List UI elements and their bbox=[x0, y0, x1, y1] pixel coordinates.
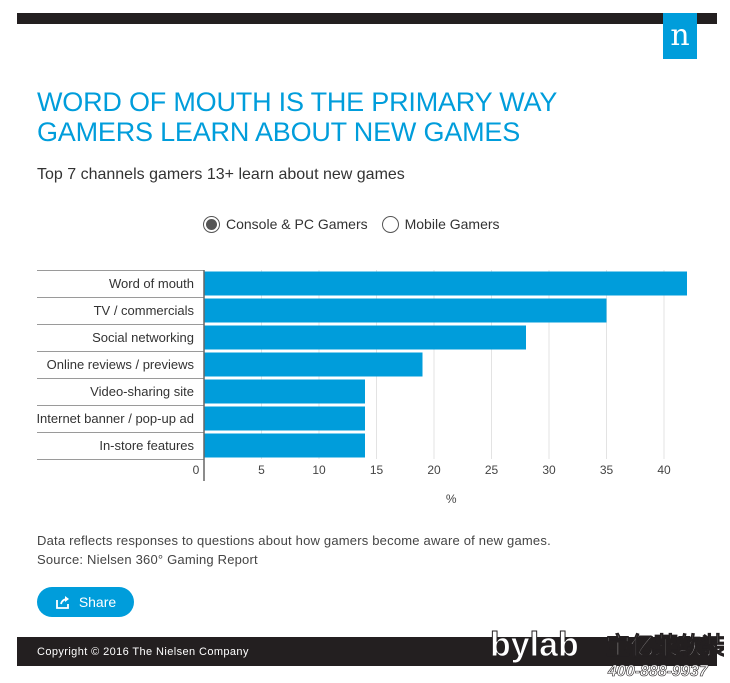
x-tick-label: 25 bbox=[485, 463, 499, 477]
x-tick-label: 15 bbox=[370, 463, 384, 477]
headline-line-1: WORD OF MOUTH IS THE PRIMARY WAY bbox=[37, 87, 558, 117]
category-label: Internet banner / pop-up ad bbox=[36, 411, 194, 426]
footnote: Data reflects responses to questions abo… bbox=[37, 531, 551, 569]
x-tick-label: 10 bbox=[312, 463, 326, 477]
bar bbox=[204, 298, 607, 323]
watermark-phone: 400-888-9937 bbox=[607, 663, 709, 680]
x-tick-label: 0 bbox=[193, 463, 200, 477]
source-line: Source: Nielsen 360° Gaming Report bbox=[37, 552, 258, 567]
chart-subtitle: Top 7 channels gamers 13+ learn about ne… bbox=[37, 166, 405, 183]
nielsen-logo: n bbox=[663, 13, 697, 59]
toggle-console-pc[interactable]: Console & PC Gamers bbox=[203, 215, 368, 233]
top-bar bbox=[17, 13, 717, 24]
category-label: Video-sharing site bbox=[90, 384, 194, 399]
toggle-label-console-pc: Console & PC Gamers bbox=[226, 216, 368, 232]
share-icon bbox=[55, 596, 69, 609]
x-tick-label: 30 bbox=[542, 463, 556, 477]
bar-chart: Word of mouth TV / commercials Social netw… bbox=[36, 270, 687, 506]
toggle-label-mobile: Mobile Gamers bbox=[404, 216, 500, 232]
bar bbox=[204, 406, 365, 431]
category-label: Word of mouth bbox=[109, 276, 194, 291]
watermark-brand: bylab bbox=[490, 626, 579, 664]
watermark-logo: bylab 宝亿莱软装 400-888-9937 bbox=[490, 626, 725, 681]
x-tick-label: 5 bbox=[258, 463, 265, 477]
share-button[interactable]: Share bbox=[37, 587, 134, 617]
radio-selected-icon bbox=[203, 215, 220, 233]
bottom-bar: Copyright © 2016 The Nielsen Company bbox=[17, 637, 717, 666]
bar bbox=[204, 433, 365, 458]
headline: WORD OF MOUTH IS THE PRIMARY WAY GAMERS … bbox=[37, 87, 657, 147]
x-tick-label: 20 bbox=[427, 463, 441, 477]
category-label: In-store features bbox=[99, 438, 194, 453]
category-label: TV / commercials bbox=[94, 303, 195, 318]
bar bbox=[204, 352, 423, 377]
radio-unselected-icon bbox=[381, 215, 399, 233]
category-label: Online reviews / previews bbox=[47, 357, 195, 372]
bar bbox=[204, 379, 365, 404]
footnote-line-1: Data reflects responses to questions abo… bbox=[37, 533, 551, 548]
x-axis-label: % bbox=[446, 492, 457, 506]
toggle-mobile[interactable]: Mobile Gamers bbox=[381, 215, 500, 233]
bar bbox=[204, 271, 687, 296]
category-label: Social networking bbox=[92, 330, 194, 345]
share-label: Share bbox=[78, 594, 117, 610]
x-tick-label: 40 bbox=[657, 463, 671, 477]
watermark-cn-text: 宝亿莱软装 bbox=[606, 632, 724, 660]
audience-toggle: Console & PC Gamers Mobile Gamers bbox=[203, 213, 500, 235]
copyright: Copyright © 2016 The Nielsen Company bbox=[37, 646, 249, 658]
headline-line-2: GAMERS LEARN ABOUT NEW GAMES bbox=[37, 117, 520, 147]
bar bbox=[204, 325, 526, 350]
x-tick-label: 35 bbox=[600, 463, 614, 477]
